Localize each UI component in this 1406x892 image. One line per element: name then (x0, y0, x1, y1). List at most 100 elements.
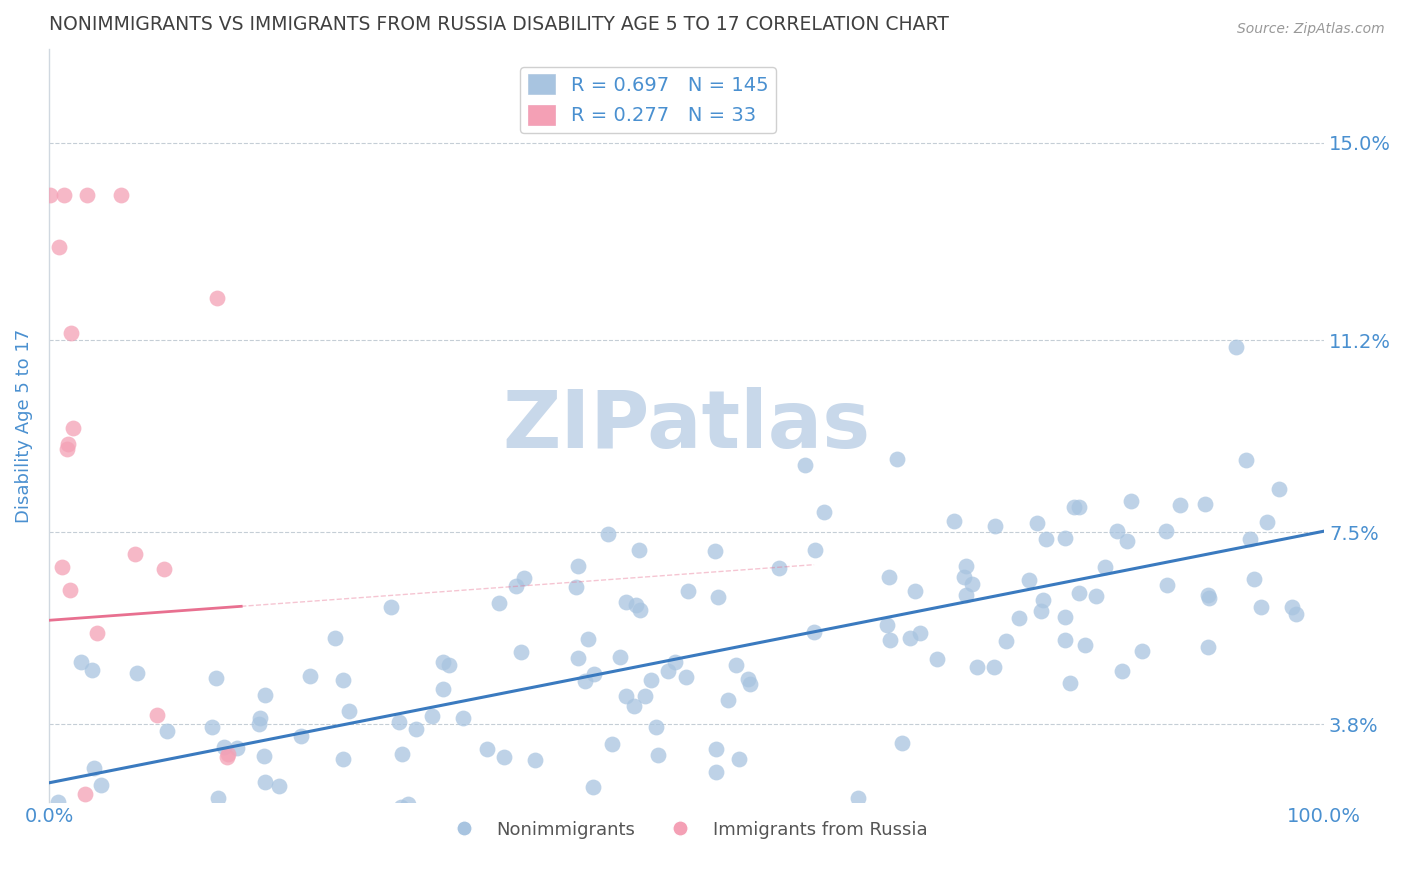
Point (1256, 515, 1278, 529)
Point (1107, 524, 1129, 538)
Point (53, 187, 76, 202)
Point (405, 722, 427, 736)
Point (1026, 516, 1049, 530)
Point (79, 811, 101, 825)
Point (704, 544, 727, 558)
Point (80, 664, 103, 678)
Point (657, 664, 679, 678)
Point (1074, 638, 1097, 652)
Point (1063, 500, 1085, 515)
Point (1032, 593, 1054, 607)
Point (942, 514, 965, 528)
Point (1285, 607, 1308, 621)
Point (208, 837, 231, 851)
Point (48, 240, 70, 254)
Point (62, 811, 84, 825)
Point (432, 682, 454, 697)
Point (724, 658, 747, 673)
Point (770, 837, 793, 851)
Point (596, 527, 619, 541)
Point (813, 505, 835, 519)
Point (420, 709, 443, 723)
Point (614, 689, 637, 703)
Point (675, 670, 697, 684)
Point (634, 689, 657, 703)
Point (1197, 588, 1219, 602)
Point (1111, 664, 1133, 678)
Point (664, 655, 686, 669)
Point (439, 658, 461, 673)
Point (380, 599, 402, 614)
Point (42, 811, 65, 825)
Point (38, 811, 60, 825)
Point (475, 742, 498, 756)
Point (583, 667, 606, 681)
Point (69, 656, 91, 670)
Point (90, 778, 112, 792)
Point (1154, 524, 1177, 538)
Point (877, 570, 900, 584)
Point (513, 571, 536, 585)
Point (574, 674, 596, 689)
Point (640, 673, 662, 688)
Point (886, 451, 908, 466)
Point (51, 559, 73, 574)
Point (254, 775, 277, 789)
Point (1281, 599, 1303, 614)
Point (609, 649, 631, 664)
Point (994, 634, 1017, 648)
Point (908, 625, 931, 640)
Point (108, 837, 131, 851)
Point (616, 594, 638, 608)
Point (984, 519, 1007, 533)
Point (952, 570, 974, 584)
Point (299, 668, 322, 682)
Point (267, 779, 290, 793)
Point (98, 811, 121, 825)
Point (432, 655, 454, 669)
Point (983, 660, 1005, 674)
Point (1094, 560, 1116, 574)
Point (738, 676, 761, 690)
Point (127, 665, 149, 680)
Point (891, 736, 914, 750)
Point (488, 595, 510, 609)
Point (146, 707, 169, 722)
Point (803, 542, 825, 557)
Point (247, 716, 270, 731)
Point (1031, 604, 1053, 618)
Point (110, 187, 132, 202)
Point (53, 811, 76, 825)
Legend: Nonimmigrants, Immigrants from Russia: Nonimmigrants, Immigrants from Russia (439, 814, 935, 846)
Point (201, 720, 224, 734)
Point (623, 699, 645, 714)
Text: ZIPatlas: ZIPatlas (502, 387, 870, 465)
Point (56, 442, 79, 456)
Point (1243, 572, 1265, 586)
Point (1130, 644, 1153, 658)
Point (152, 562, 174, 576)
Point (803, 625, 825, 640)
Point (135, 805, 157, 819)
Point (1054, 532, 1077, 546)
Point (768, 561, 790, 575)
Point (59, 582, 82, 597)
Point (249, 711, 271, 725)
Point (960, 576, 983, 591)
Point (846, 790, 869, 805)
Point (494, 750, 516, 764)
Point (225, 741, 247, 756)
Point (925, 652, 948, 666)
Point (576, 632, 599, 646)
Point (45, 811, 67, 825)
Point (626, 598, 648, 612)
Point (898, 631, 921, 645)
Point (1067, 586, 1090, 600)
Point (44, 811, 66, 825)
Point (389, 799, 412, 814)
Point (966, 659, 988, 673)
Point (1268, 482, 1291, 496)
Point (156, 723, 179, 738)
Point (388, 715, 411, 730)
Point (647, 747, 669, 762)
